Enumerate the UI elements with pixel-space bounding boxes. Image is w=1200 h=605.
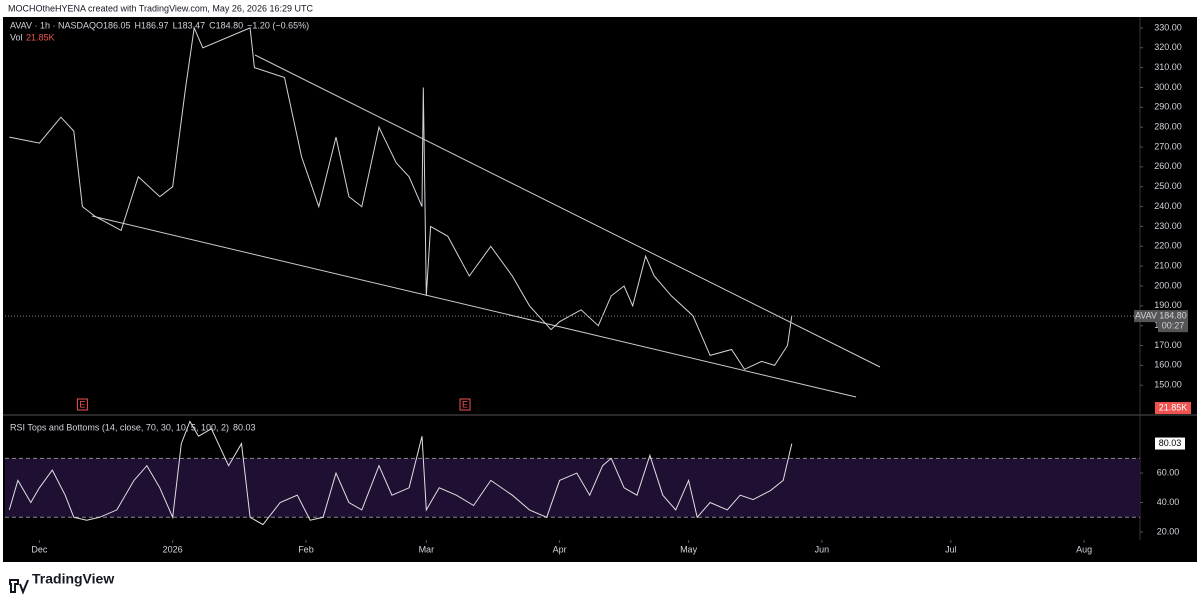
- ohlc: H186.97: [135, 20, 169, 30]
- y-tick-label: 200.00: [1154, 280, 1182, 290]
- countdown: 00:27: [1162, 321, 1185, 331]
- y-tick-label: 170.00: [1154, 340, 1182, 350]
- last-price: 184.80: [1159, 311, 1187, 321]
- volume-tag-bg: [1155, 402, 1191, 414]
- x-tick-label: Apr: [553, 544, 567, 554]
- event-marker: [459, 398, 471, 411]
- y-tick-label: 220.00: [1154, 241, 1182, 251]
- trendline: [254, 54, 881, 368]
- pane-title: AVAV · 1h · NASDAQ: [10, 20, 96, 30]
- event-label: E: [462, 399, 468, 409]
- y-tick-label: 290.00: [1154, 102, 1182, 112]
- volume-tag: 21.85K: [1159, 402, 1188, 412]
- y-tick-label: 40.00: [1157, 497, 1180, 507]
- event-label: E: [79, 399, 85, 409]
- y-tick-label: 240.00: [1154, 201, 1182, 211]
- y-tick-label: 310.00: [1154, 62, 1182, 72]
- rsi-band: [5, 458, 1140, 518]
- rsi-last-inline: 80.03: [233, 422, 256, 432]
- volume-label: Vol: [10, 32, 23, 42]
- y-tick-label: 210.00: [1154, 260, 1182, 270]
- rsi-last-bg: [1155, 437, 1185, 450]
- x-tick-label: Jul: [945, 544, 957, 554]
- rsi-last: 80.03: [1159, 438, 1182, 448]
- volume-value: 21.85K: [26, 32, 55, 42]
- pane-title: RSI Tops and Bottoms (14, close, 70, 30,…: [10, 422, 229, 432]
- y-tick-label: 330.00: [1154, 22, 1182, 32]
- y-tick-label: 280.00: [1154, 122, 1182, 132]
- brand: TradingView: [32, 571, 114, 587]
- y-tick-label: 190.00: [1154, 300, 1182, 310]
- x-tick-label: Jun: [815, 544, 830, 554]
- x-tick-label: May: [680, 544, 698, 554]
- symbol-tag-bg: [1134, 310, 1158, 323]
- ohlc: C184.80: [209, 20, 243, 30]
- x-tick-label: Mar: [419, 544, 435, 554]
- price-line: [9, 26, 793, 370]
- ohlc: O186.05: [96, 20, 131, 30]
- x-tick-label: 2026: [163, 544, 183, 554]
- x-tick-label: Feb: [298, 544, 314, 554]
- credit: MOCHOtheHYENA created with TradingView.c…: [8, 3, 313, 13]
- y-tick-label: 20.00: [1157, 526, 1180, 536]
- ohlc: −1.20 (−0.65%): [247, 20, 309, 30]
- brand-logo: [9, 579, 29, 595]
- y-tick-label: 160.00: [1154, 360, 1182, 370]
- y-tick-label: 60.00: [1157, 467, 1180, 477]
- y-tick-label: 150.00: [1154, 380, 1182, 390]
- x-tick-label: Aug: [1076, 544, 1092, 554]
- y-tick-label: 250.00: [1154, 181, 1182, 191]
- x-tick-label: Dec: [31, 544, 48, 554]
- ohlc: L183.47: [173, 20, 206, 30]
- event-marker: [76, 398, 88, 411]
- symbol-tag: AVAV: [1135, 311, 1157, 321]
- price-line: [8, 420, 793, 526]
- y-tick-label: 300.00: [1154, 82, 1182, 92]
- trendline: [91, 215, 857, 398]
- y-tick-label: 320.00: [1154, 42, 1182, 52]
- y-tick-label: 270.00: [1154, 141, 1182, 151]
- last-price-bg: [1158, 310, 1188, 333]
- y-tick-label: 260.00: [1154, 161, 1182, 171]
- y-tick-label: 230.00: [1154, 221, 1182, 231]
